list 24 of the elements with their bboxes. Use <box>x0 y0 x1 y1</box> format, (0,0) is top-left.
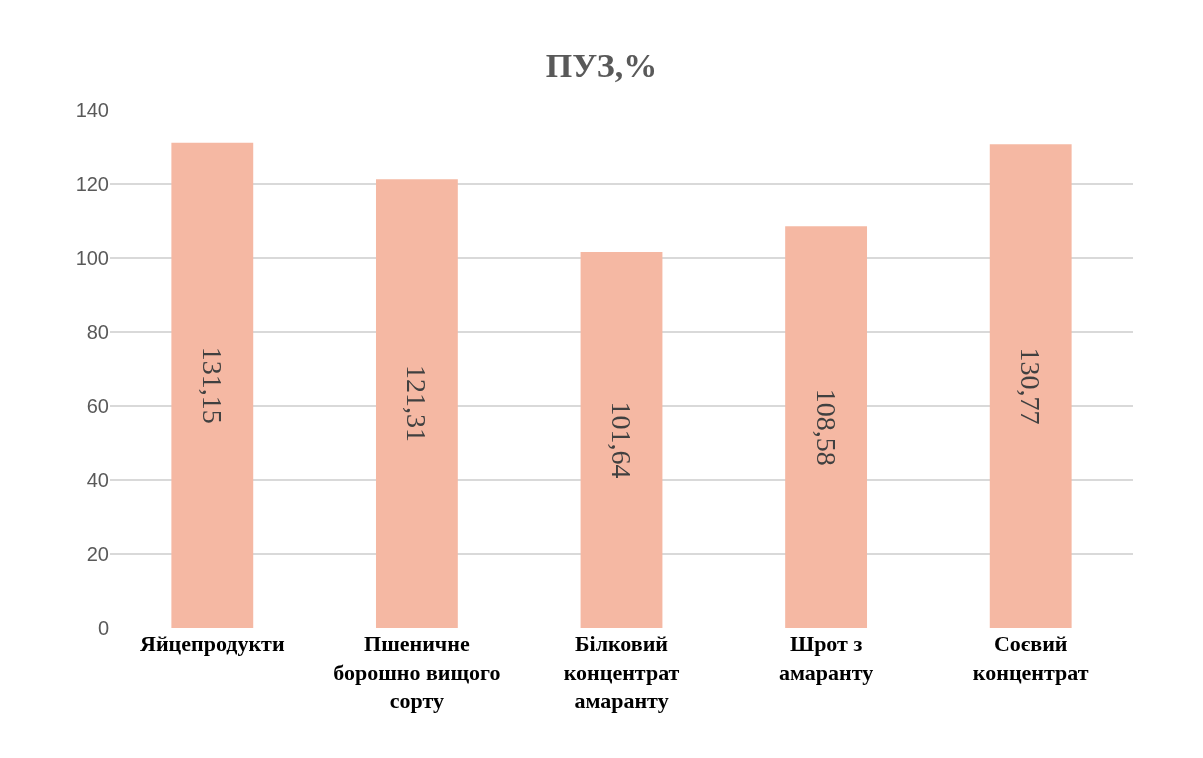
bar <box>171 142 254 628</box>
data-label: 121,31 <box>401 365 433 443</box>
x-tick-label: Шрот з амаранту <box>778 631 874 685</box>
y-tick-label: 60 <box>86 395 109 417</box>
y-tick-label: 140 <box>75 99 109 121</box>
x-tick-label: Білковий концентрат амаранту <box>563 631 680 714</box>
bar <box>580 251 663 628</box>
x-tick-label: Яйцепродукти <box>140 631 285 656</box>
y-tick-label: 20 <box>86 543 109 565</box>
y-tick-label: 100 <box>75 247 109 269</box>
y-tick-label: 40 <box>86 469 109 491</box>
data-label: 131,15 <box>196 346 228 424</box>
y-tick-label: 80 <box>86 321 109 343</box>
data-label: 130,77 <box>1015 347 1047 425</box>
bar <box>785 226 868 628</box>
y-tick-label: 0 <box>97 617 109 639</box>
bar <box>375 179 458 628</box>
chart-title: ПУЗ,% <box>545 46 658 84</box>
x-tick-label: Соєвий концентрат <box>972 631 1089 685</box>
data-label: 108,58 <box>810 388 842 466</box>
bar <box>989 144 1072 628</box>
x-tick-label: Пшеничне борошно вищого сорту <box>333 631 501 714</box>
data-label: 101,64 <box>606 401 637 479</box>
y-tick-label: 120 <box>75 173 109 195</box>
